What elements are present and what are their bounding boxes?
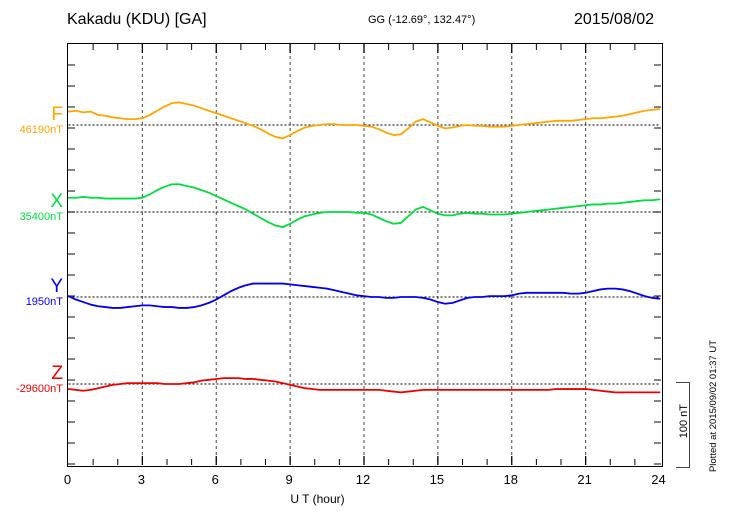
component-baseline-x: 35400nT (19, 211, 63, 223)
plot-svg (68, 44, 661, 465)
component-baseline-f: 46190nT (19, 124, 63, 136)
component-letter-z: Z (51, 363, 63, 384)
component-letter-y: Y (50, 276, 63, 297)
x-axis-label: U T (hour) (0, 492, 730, 506)
x-tick-label: 9 (285, 472, 293, 487)
x-tick-label: 12 (355, 472, 371, 487)
x-tick-label: 18 (503, 472, 518, 487)
component-label-z: Z -29600nT (0, 364, 63, 396)
plotted-timestamp: Plotted at 2015/09/02 01:37 UT (708, 340, 719, 473)
trace-z (68, 377, 661, 394)
x-tick-label: 0 (63, 472, 72, 487)
magnetogram-plot-area (67, 43, 663, 467)
component-letter-f: F (51, 104, 63, 125)
trace-x (68, 183, 661, 229)
observation-date: 2015/08/02 (574, 11, 655, 28)
x-tick-label: 15 (429, 472, 445, 487)
trace-f (68, 101, 661, 140)
trace-y (68, 282, 661, 309)
component-letter-x: X (50, 191, 63, 212)
component-label-f: F 46190nT (0, 105, 63, 137)
x-tick-label: 6 (211, 472, 219, 487)
component-label-y: Y 1950nT (0, 277, 63, 309)
component-baseline-y: 1950nT (25, 296, 63, 308)
scale-bar (676, 382, 690, 468)
component-label-x: X 35400nT (0, 192, 63, 224)
x-axis-label-text: U T (hour) (290, 492, 345, 506)
page-title: Kakadu (KDU) [GA] (67, 11, 207, 28)
x-tick-label: 3 (137, 472, 145, 487)
x-tick-label: 21 (577, 472, 592, 487)
scale-bar-label: 100 nT (678, 404, 690, 439)
x-tick-label: 24 (651, 472, 666, 487)
geographic-coordinates: GG (-12.69°, 132.47°) (368, 14, 476, 26)
component-baseline-z: -29600nT (15, 383, 63, 395)
